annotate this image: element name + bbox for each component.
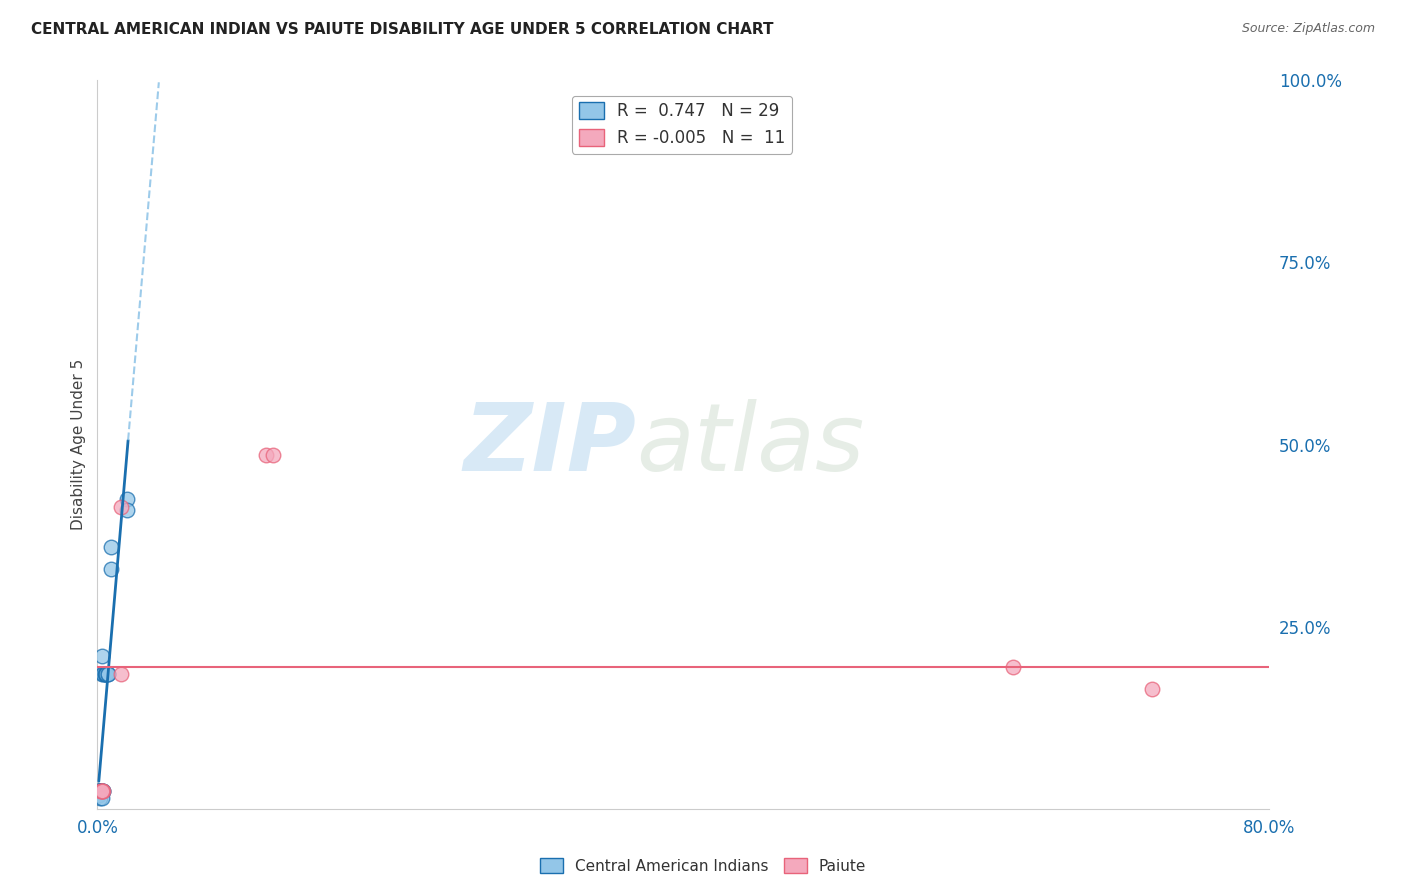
Point — [90, 784, 112, 798]
Point — [262, 449, 284, 463]
Point — [1140, 681, 1163, 696]
Point — [97, 667, 120, 681]
Point — [87, 784, 110, 798]
Point — [89, 784, 111, 798]
Point — [110, 667, 132, 681]
Point — [94, 667, 117, 681]
Point — [89, 784, 111, 798]
Point — [91, 784, 114, 798]
Point — [97, 667, 120, 681]
Point — [90, 784, 112, 798]
Point — [87, 784, 110, 798]
Point — [89, 784, 111, 798]
Point — [90, 648, 112, 663]
Y-axis label: Disability Age Under 5: Disability Age Under 5 — [72, 359, 86, 530]
Point — [93, 667, 115, 681]
Point — [115, 503, 138, 517]
Text: atlas: atlas — [637, 399, 865, 490]
Point — [89, 784, 111, 798]
Point — [91, 784, 114, 798]
Point — [90, 667, 112, 681]
Point — [87, 784, 110, 798]
Point — [94, 667, 117, 681]
Point — [93, 667, 115, 681]
Point — [1001, 660, 1024, 674]
Point — [110, 500, 132, 514]
Point — [100, 561, 122, 575]
Point — [87, 784, 110, 798]
Point — [90, 791, 112, 805]
Point — [90, 784, 112, 798]
Text: CENTRAL AMERICAN INDIAN VS PAIUTE DISABILITY AGE UNDER 5 CORRELATION CHART: CENTRAL AMERICAN INDIAN VS PAIUTE DISABI… — [31, 22, 773, 37]
Point — [91, 784, 114, 798]
Legend: R =  0.747   N = 29, R = -0.005   N =  11: R = 0.747 N = 29, R = -0.005 N = 11 — [572, 95, 792, 153]
Point — [254, 449, 277, 463]
Point — [90, 784, 112, 798]
Point — [100, 540, 122, 554]
Point — [94, 667, 117, 681]
Text: ZIP: ZIP — [464, 399, 637, 491]
Point — [89, 784, 111, 798]
Point — [89, 791, 111, 805]
Legend: Central American Indians, Paiute: Central American Indians, Paiute — [534, 852, 872, 880]
Point — [115, 492, 138, 507]
Point — [91, 667, 114, 681]
Point — [87, 788, 110, 802]
Text: Source: ZipAtlas.com: Source: ZipAtlas.com — [1241, 22, 1375, 36]
Point — [90, 784, 112, 798]
